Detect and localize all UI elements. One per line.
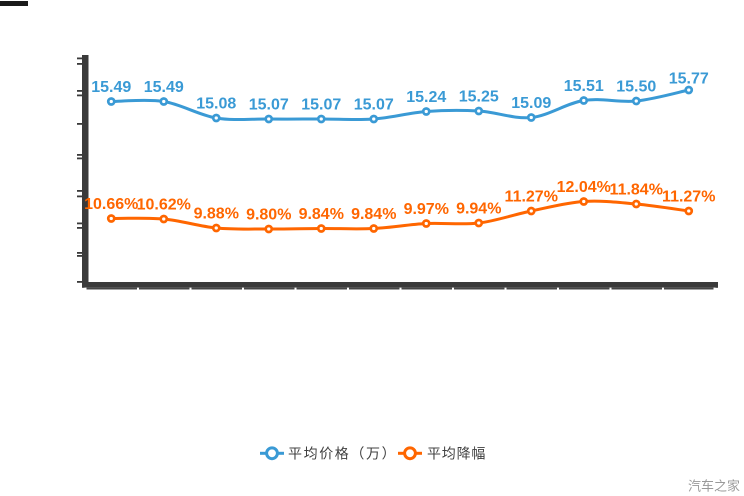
svg-text:11.27%: 11.27% xyxy=(662,189,715,206)
svg-text:12.04%: 12.04% xyxy=(557,179,611,196)
svg-text:9.94%: 9.94% xyxy=(456,201,501,218)
svg-text:汽车之家: 汽车之家 xyxy=(688,479,740,494)
svg-text:15.25: 15.25 xyxy=(459,89,499,106)
svg-text:9.84%: 9.84% xyxy=(299,206,344,223)
svg-text:10.62%: 10.62% xyxy=(137,197,191,214)
svg-text:15.07: 15.07 xyxy=(354,97,394,114)
svg-text:15.09: 15.09 xyxy=(511,95,551,112)
svg-text:9.88%: 9.88% xyxy=(194,206,239,223)
svg-text:15.07: 15.07 xyxy=(301,97,341,114)
svg-text:11.27%: 11.27% xyxy=(505,189,558,206)
svg-text:9.97%: 9.97% xyxy=(404,201,449,218)
svg-text:9.80%: 9.80% xyxy=(246,207,291,224)
svg-text:15.77: 15.77 xyxy=(669,71,709,88)
svg-text:15.07: 15.07 xyxy=(249,97,289,114)
svg-text:15.24: 15.24 xyxy=(406,89,446,106)
svg-text:9.84%: 9.84% xyxy=(351,206,396,223)
svg-text:15.08: 15.08 xyxy=(196,96,236,113)
svg-text:10.66%: 10.66% xyxy=(84,196,138,213)
svg-text:15.50: 15.50 xyxy=(616,79,656,96)
svg-text:平均价格（万）: 平均价格（万） xyxy=(288,446,397,462)
svg-text:11.84%: 11.84% xyxy=(610,182,663,199)
svg-text:15.49: 15.49 xyxy=(91,79,131,96)
svg-text:15.51: 15.51 xyxy=(564,78,604,95)
svg-text:15.49: 15.49 xyxy=(144,79,184,96)
svg-text:平均降幅: 平均降幅 xyxy=(427,446,486,462)
